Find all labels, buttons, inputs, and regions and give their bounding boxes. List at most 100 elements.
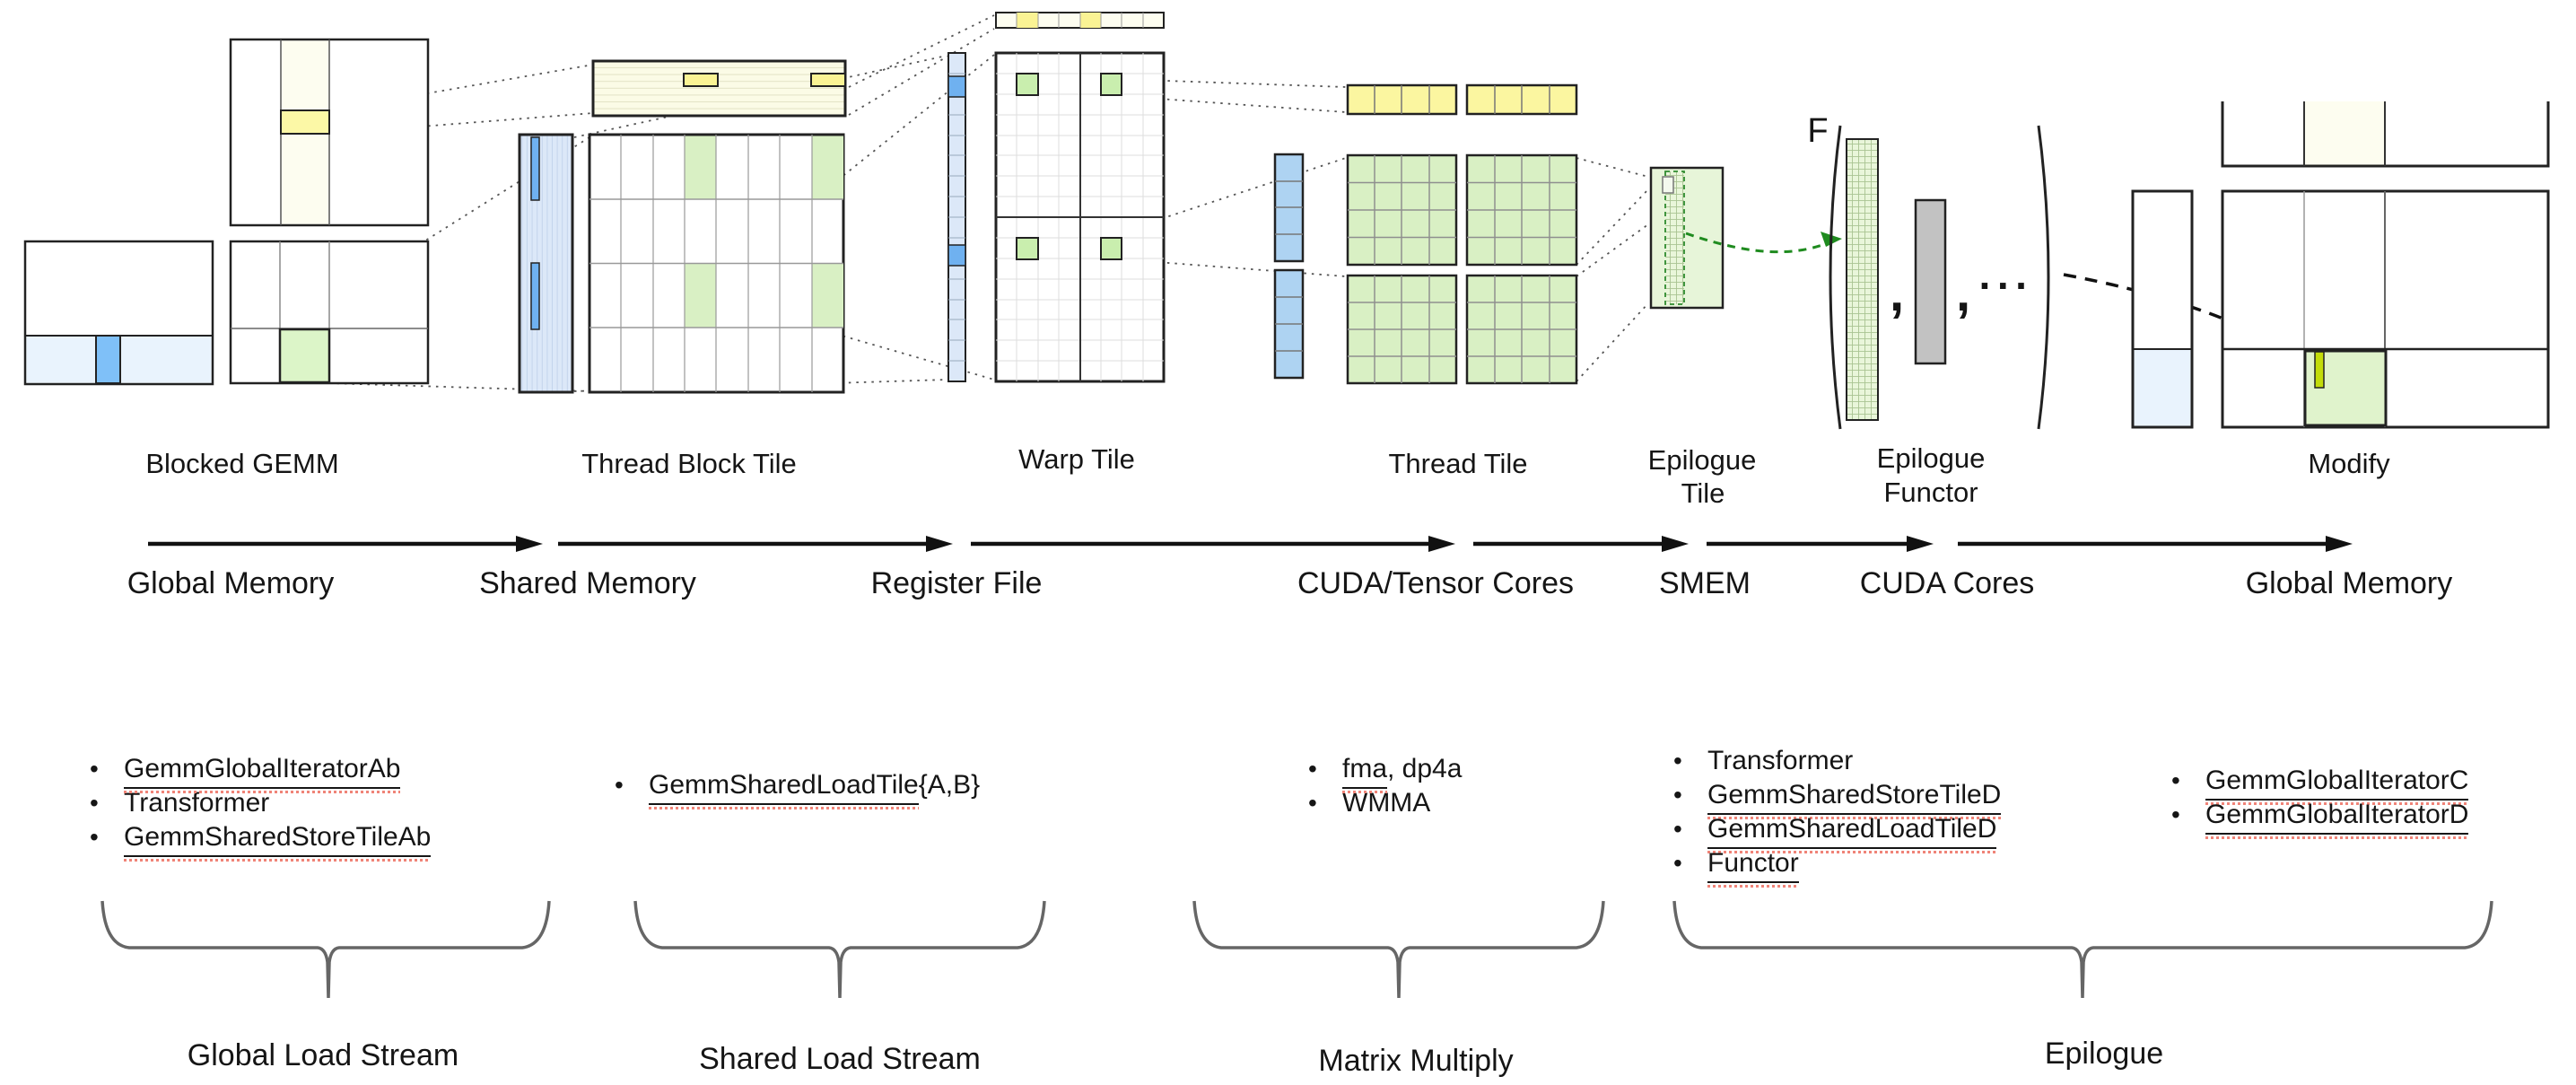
epilogue-tile bbox=[1649, 166, 1725, 310]
smem-b-fragment-2 bbox=[810, 73, 846, 87]
thread-tile-group bbox=[1273, 83, 1578, 385]
functor-comma-2: , bbox=[1956, 264, 1970, 322]
label-epilogue-functor-1: Epilogue bbox=[1877, 442, 1986, 474]
label-global-memory-right: Global Memory bbox=[2246, 566, 2453, 600]
label-shared-load-stream: Shared Load Stream bbox=[699, 1042, 981, 1076]
epilogue-tile-group bbox=[1649, 166, 1842, 310]
dotted-mapping-lines bbox=[284, 14, 1649, 392]
modify-top-band-column bbox=[2304, 101, 2385, 165]
register-fragment-2 bbox=[947, 244, 966, 267]
bullet-icon: • bbox=[2171, 766, 2180, 794]
list-item: • GemmGlobalIteratorD bbox=[2171, 798, 2469, 839]
list-item: • GemmSharedStoreTileAb bbox=[90, 820, 432, 862]
smem-b-tile bbox=[591, 59, 847, 118]
list-epilogue: • Transformer • GemmSharedStoreTileD • Gemm… bbox=[1673, 744, 2002, 888]
list-item: • Transformer bbox=[1673, 744, 2001, 778]
threadblock-green-band bbox=[685, 136, 716, 199]
functor-source-bar bbox=[1914, 198, 1947, 365]
warp-tile-group bbox=[947, 12, 1166, 383]
label-cuda-tensor-cores: CUDA/Tensor Cores bbox=[1297, 566, 1574, 600]
threadblock-green-band bbox=[685, 263, 716, 328]
label-global-load-stream: Global Load Stream bbox=[188, 1038, 458, 1072]
green-dashed-arrow bbox=[1685, 232, 1833, 254]
register-fragment-1 bbox=[947, 75, 966, 98]
bullet-icon: • bbox=[90, 755, 99, 783]
stream-braces bbox=[100, 900, 2493, 999]
memory-labels: Global Memory Shared Memory Register Fil… bbox=[127, 566, 2453, 600]
brace-shared-load-stream bbox=[633, 900, 1046, 999]
list-item: • GemmSharedLoadTile{A,B} bbox=[615, 768, 980, 809]
smem-a-tile bbox=[518, 133, 574, 394]
smem-b-fragment-1 bbox=[683, 73, 719, 87]
label-matrix-multiply: Matrix Multiply bbox=[1318, 1044, 1513, 1078]
list-item: • fma, dp4a bbox=[1308, 752, 1462, 793]
list-shared-load-stream: • GemmSharedLoadTile{A,B} bbox=[615, 768, 980, 809]
warp-thread-cell bbox=[1100, 237, 1122, 260]
warp-b-strip-cell bbox=[1080, 13, 1101, 28]
warp-thread-cell bbox=[1100, 73, 1122, 96]
modify-chartreuse-bar bbox=[2314, 351, 2325, 389]
label-warp-tile: Warp Tile bbox=[1018, 443, 1135, 475]
smem-a-fragment-2 bbox=[530, 262, 540, 330]
stream-labels: Global Load Stream Shared Load Stream Ma… bbox=[188, 1037, 2163, 1078]
label-epilogue-tile-2: Tile bbox=[1681, 477, 1725, 509]
bullet-icon: • bbox=[1673, 849, 1682, 877]
list-global-iterators: • GemmGlobalIteratorC • GemmGlobalIterator… bbox=[2171, 764, 2469, 839]
functor-accumulator-column bbox=[1846, 138, 1879, 421]
bullet-icon: • bbox=[1308, 789, 1317, 817]
memory-flow-arrows bbox=[148, 536, 2353, 552]
list-item: • Functor bbox=[1673, 846, 2001, 888]
label-register-file: Register File bbox=[871, 566, 1043, 600]
epilogue-tile-column-selection bbox=[1664, 171, 1685, 305]
label-smem: SMEM bbox=[1659, 566, 1751, 600]
label-epilogue-functor-2: Functor bbox=[1883, 477, 1978, 508]
stage-labels: Blocked GEMM Thread Block Tile Warp Tile… bbox=[145, 442, 2390, 509]
bullet-icon: • bbox=[1673, 747, 1682, 774]
blocked-gemm-group bbox=[23, 38, 430, 386]
warp-b-strip-cell bbox=[1017, 13, 1038, 28]
left-paren bbox=[1829, 125, 1842, 430]
label-global-memory-left: Global Memory bbox=[127, 566, 335, 600]
label-modify: Modify bbox=[2308, 448, 2390, 479]
brace-epilogue bbox=[1672, 900, 2493, 999]
bullet-icon: • bbox=[2171, 801, 2180, 828]
label-shared-memory: Shared Memory bbox=[479, 566, 696, 600]
functor-symbol: F bbox=[1807, 112, 1828, 150]
list-item: • GemmSharedLoadTileD bbox=[1673, 812, 2001, 853]
list-matrix-multiply: • fma, dp4a • WMMA bbox=[1308, 752, 1462, 820]
epilogue-tile-subcell bbox=[1662, 176, 1674, 194]
smem-a-fragment-1 bbox=[530, 136, 540, 201]
modify-group bbox=[2131, 101, 2550, 429]
label-thread-tile: Thread Tile bbox=[1388, 448, 1527, 479]
bullet-icon: • bbox=[90, 823, 99, 851]
list-item: • GemmGlobalIteratorC bbox=[2171, 764, 2469, 805]
right-paren bbox=[2037, 125, 2050, 430]
threadblock-green-band bbox=[812, 263, 843, 328]
functor-comma-1: , bbox=[1890, 264, 1904, 322]
list-item: • GemmGlobalIteratorAb bbox=[90, 752, 431, 793]
label-thread-block-tile: Thread Block Tile bbox=[581, 448, 797, 479]
label-epilogue-tile-1: Epilogue bbox=[1648, 444, 1757, 476]
threadblock-green-band bbox=[812, 136, 843, 199]
bullet-icon: • bbox=[615, 771, 624, 799]
matrix-a-tile-green bbox=[278, 328, 331, 384]
list-item: • GemmSharedStoreTileD bbox=[1673, 778, 2002, 819]
bullet-icon: • bbox=[1673, 781, 1682, 809]
modify-left-strip-blue bbox=[2134, 350, 2191, 426]
warp-thread-cell bbox=[1016, 237, 1039, 260]
bullet-icon: • bbox=[1673, 815, 1682, 843]
warp-thread-cell bbox=[1016, 73, 1039, 96]
matrix-b-tile-yellow bbox=[280, 109, 330, 135]
brace-matrix-multiply bbox=[1192, 900, 1605, 999]
functor-ellipsis: ··· bbox=[1979, 262, 2034, 309]
matrix-c-block-cell-blue bbox=[95, 335, 121, 384]
brace-global-load-stream bbox=[100, 900, 551, 999]
thread-block-tile-group bbox=[518, 59, 847, 394]
label-cuda-cores: CUDA Cores bbox=[1860, 566, 2035, 600]
list-global-load-stream: • GemmGlobalIteratorAb • Transformer • Gemm… bbox=[90, 752, 432, 862]
label-epilogue-stream: Epilogue bbox=[2045, 1037, 2163, 1071]
bullet-icon: • bbox=[1308, 755, 1317, 783]
bullet-icon: • bbox=[90, 789, 99, 817]
